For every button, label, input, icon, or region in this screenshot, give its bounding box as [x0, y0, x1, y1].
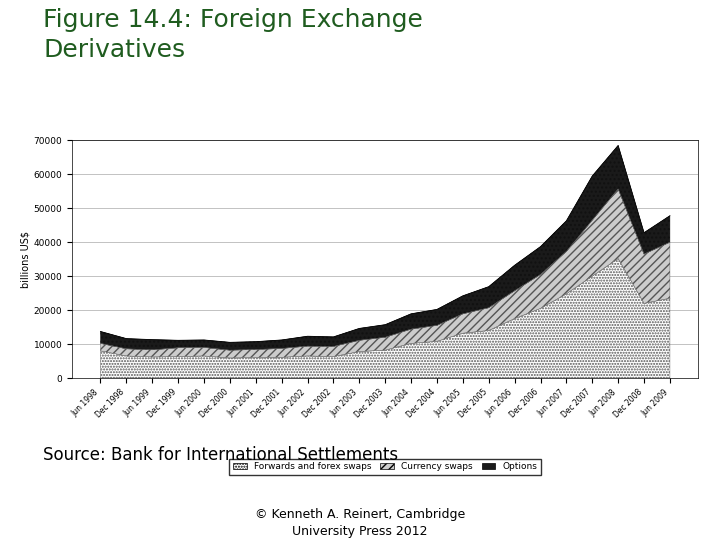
Y-axis label: billions US$: billions US$	[21, 231, 31, 288]
Text: © Kenneth A. Reinert, Cambridge
University Press 2012: © Kenneth A. Reinert, Cambridge Universi…	[255, 508, 465, 538]
Legend: Forwards and forex swaps, Currency swaps, Options: Forwards and forex swaps, Currency swaps…	[230, 458, 541, 475]
Text: Figure 14.4: Foreign Exchange
Derivatives: Figure 14.4: Foreign Exchange Derivative…	[43, 8, 423, 62]
Text: Source: Bank for International Settlements: Source: Bank for International Settlemen…	[43, 446, 398, 463]
